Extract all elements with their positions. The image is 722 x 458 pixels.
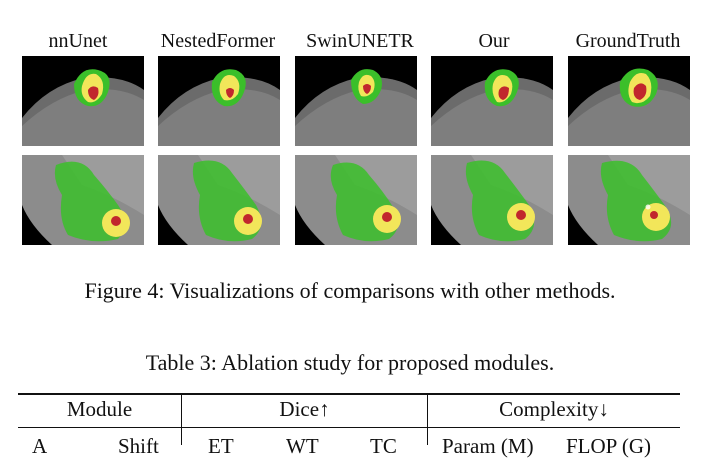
table-divider-1 — [181, 395, 182, 445]
table-subheader-wt: WT — [286, 434, 319, 458]
column-label-swinunetr: SwinUNETR — [306, 30, 414, 52]
table-subheader-params: Param (M) — [442, 434, 534, 458]
table-header-rule — [18, 427, 680, 428]
table-subheader-col1: A — [32, 434, 48, 458]
table-header-dice: Dice↑ — [279, 397, 330, 421]
mri-row1-nestedformer — [158, 56, 280, 146]
table-caption: Table 3: Ablation study for proposed mod… — [145, 350, 555, 375]
mri-row1-swinunetr — [295, 56, 417, 146]
table-subheader-et: ET — [208, 434, 234, 458]
mri-row2-groundtruth — [568, 155, 690, 245]
mri-row2-nnunet — [22, 155, 144, 245]
mri-row2-nestedformer — [158, 155, 280, 245]
mri-row2-our — [431, 155, 553, 245]
table-header-complexity: Complexity↓ — [499, 397, 609, 421]
column-label-groundtruth: GroundTruth — [575, 30, 681, 52]
table-subheader-col2: Shift — [118, 434, 159, 458]
table-top-rule — [18, 393, 680, 395]
table-divider-2 — [427, 395, 428, 445]
column-label-our: Our — [478, 30, 510, 52]
table-header-module: Module — [66, 397, 133, 421]
table-subheader-flops: FLOP (G) — [566, 434, 651, 458]
column-label-nestedformer: NestedFormer — [160, 30, 276, 52]
mri-row2-swinunetr — [295, 155, 417, 245]
mri-row1-our — [431, 56, 553, 146]
mri-row1-nnunet — [22, 56, 144, 146]
figure-caption: Figure 4: Visualizations of comparisons … — [84, 278, 616, 303]
mri-row1-groundtruth — [568, 56, 690, 146]
column-label-nnunet: nnUnet — [48, 30, 108, 52]
table-subheader-tc: TC — [370, 434, 397, 458]
